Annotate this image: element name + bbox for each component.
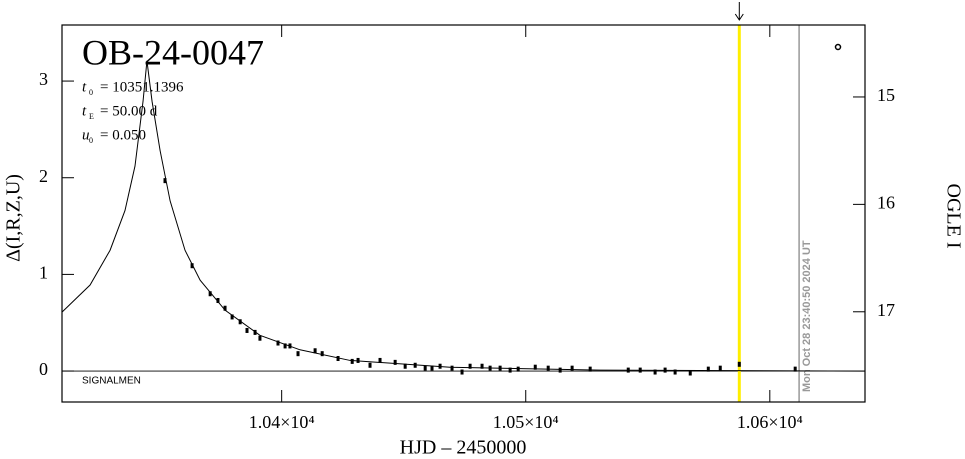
x-tick-label: 1.04×10⁴ xyxy=(249,412,315,432)
data-point xyxy=(208,291,212,297)
param-value: = 0.050 xyxy=(100,127,146,143)
y2-axis-label: OGLE I xyxy=(942,184,964,249)
data-point xyxy=(673,369,677,375)
chart-title: OB-24-0047 xyxy=(82,32,264,72)
data-point xyxy=(336,356,340,361)
data-point xyxy=(480,363,484,369)
data-point xyxy=(793,366,797,372)
y-tick-label: 2 xyxy=(39,166,48,186)
data-point xyxy=(508,367,512,373)
y-tick-label: 3 xyxy=(39,69,48,89)
data-point xyxy=(626,367,630,373)
data-point xyxy=(430,365,434,371)
data-point xyxy=(368,362,372,368)
data-point xyxy=(516,366,520,372)
model-curve xyxy=(61,60,866,372)
data-point xyxy=(378,357,382,363)
data-point xyxy=(663,367,667,373)
marker-circle xyxy=(834,43,842,51)
y-tick-label: 0 xyxy=(39,359,48,379)
data-point xyxy=(288,343,292,349)
y2-tick-label: 16 xyxy=(877,192,895,212)
param-symbol: u xyxy=(82,127,90,143)
timestamp: Mon Oct 28 23:40:50 2024 UT xyxy=(801,240,813,392)
data-point xyxy=(423,365,427,371)
data-point xyxy=(216,298,220,303)
x-tick-label: 1.05×10⁴ xyxy=(493,412,559,432)
data-point xyxy=(468,363,472,369)
data-point xyxy=(258,335,262,341)
y2-tick-label: 17 xyxy=(877,300,895,320)
data-point xyxy=(653,369,657,375)
data-point xyxy=(223,305,227,311)
data-point xyxy=(570,365,574,371)
data-point xyxy=(350,358,354,364)
y-axis-label: Δ(I,R,Z,U) xyxy=(3,174,25,262)
data-point xyxy=(283,343,287,349)
data-point xyxy=(706,366,710,372)
data-point xyxy=(190,263,194,269)
data-point xyxy=(498,365,502,371)
data-point xyxy=(460,369,464,375)
data-point xyxy=(393,359,397,365)
annotation: SIGNALMEN xyxy=(82,376,141,387)
y-tick-label: 1 xyxy=(39,263,48,283)
data-point xyxy=(230,314,234,320)
param-subscript: 0 xyxy=(89,136,93,145)
arrow xyxy=(734,2,744,21)
data-point xyxy=(320,351,324,357)
data-point xyxy=(558,367,562,373)
data-point xyxy=(403,363,407,369)
data-point xyxy=(588,366,592,372)
data-point xyxy=(253,329,257,335)
data-point xyxy=(638,367,642,373)
param-symbol: t xyxy=(82,103,87,119)
data-point xyxy=(238,319,242,325)
data-point xyxy=(276,340,280,346)
plot-frame xyxy=(61,24,866,403)
data-point xyxy=(718,365,722,371)
data-point xyxy=(488,365,492,371)
data-point xyxy=(546,365,550,371)
data-point xyxy=(296,351,300,357)
param-value: = 50.00 d xyxy=(100,103,158,119)
data-point xyxy=(313,348,317,354)
data-point xyxy=(533,364,537,370)
param-symbol: t xyxy=(82,79,87,95)
param-value: = 10351.1396 xyxy=(100,79,184,95)
param-subscript: 0 xyxy=(89,88,93,97)
x-axis-label: HJD – 2450000 xyxy=(400,437,527,459)
data-point xyxy=(737,361,741,367)
data-point xyxy=(163,178,167,184)
data-point xyxy=(245,327,249,333)
data-point xyxy=(356,357,360,363)
data-point xyxy=(688,370,692,376)
data-point xyxy=(450,365,454,371)
param-subscript: E xyxy=(89,112,94,121)
data-point xyxy=(413,362,417,368)
x-tick-label: 1.06×10⁴ xyxy=(737,412,803,432)
data-point xyxy=(438,363,442,369)
y2-tick-label: 15 xyxy=(877,85,895,105)
